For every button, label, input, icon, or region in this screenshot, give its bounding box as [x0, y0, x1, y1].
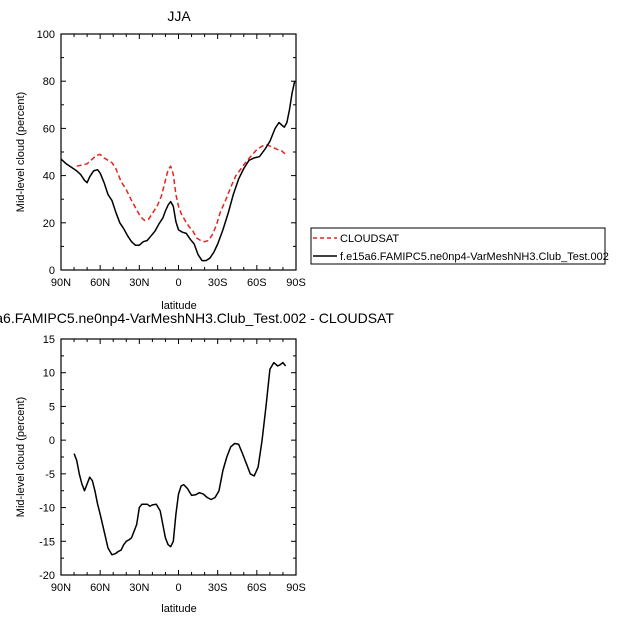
chart2-x-tick-label: 90S	[286, 582, 306, 594]
chart1-y-tick-label: 100	[37, 29, 55, 41]
chart2-y-tick-label: -5	[45, 469, 55, 481]
chart2-title: f.e15a6.FAMIPC5.ne0np4-VarMeshNH3.Club_T…	[0, 310, 394, 326]
chart2-y-tick-label: 15	[43, 334, 55, 346]
chart1-y-tick-label: 20	[43, 218, 55, 230]
chart1-x-tick-label: 60N	[90, 277, 110, 289]
chart1-title: JJA	[167, 8, 191, 24]
chart2-plot-frame	[60, 338, 297, 576]
chart1-x-tick-label: 60S	[247, 277, 267, 289]
chart1-y-tick-label: 60	[43, 123, 55, 135]
chart1-x-axis-label: latitude	[161, 300, 196, 312]
chart1-x-tick-label: 90N	[51, 277, 71, 289]
chart2-x-tick-label: 30S	[208, 582, 228, 594]
chart2-x-tick-label: 60S	[247, 582, 267, 594]
chart2-y-tick-label: 10	[43, 368, 55, 380]
chart2-series-line-0	[73, 361, 287, 556]
chart1-x-tick-label: 30N	[129, 277, 149, 289]
chart2-x-tick-label: 60N	[90, 582, 110, 594]
chart2-x-tick-label: 30N	[129, 582, 149, 594]
chart1-x-tick-label: 0	[175, 277, 181, 289]
top-chart: 90N 60N 30N 0 30S 60S 90S 0 20 40 60 80 100	[37, 29, 306, 289]
chart2-x-tick-label: 90N	[51, 582, 71, 594]
chart1-y-tick-label: 40	[43, 171, 55, 183]
legend-label-cloudsat: CLOUDSAT	[340, 233, 399, 245]
legend-label-model: f.e15a6.FAMIPC5.ne0np4-VarMeshNH3.Club_T…	[340, 251, 609, 263]
chart1-series-line-0	[76, 144, 287, 243]
chart1-y-tick-label: 0	[49, 265, 55, 277]
chart1-series-line-1	[60, 81, 296, 262]
chart2-y-tick-label: -20	[39, 570, 55, 582]
chart1-legend-box	[310, 227, 606, 265]
chart2-y-tick-label: 5	[49, 401, 55, 413]
chart2-y-tick-label: 0	[49, 435, 55, 447]
chart2-x-tick-label: 0	[175, 582, 181, 594]
chart1-legend: CLOUDSAT f.e15a6.FAMIPC5.ne0np4-VarMeshN…	[310, 227, 609, 265]
bottom-chart: 90N 60N 30N 0 30S 60S 90S -20 -15 -10 -5 0 5 10 15	[39, 334, 306, 594]
chart1-plot-frame	[60, 33, 297, 271]
chart1-x-tick-label: 30S	[208, 277, 228, 289]
chart2-x-axis-label: latitude	[161, 603, 196, 615]
chart1-x-tick-label: 90S	[286, 277, 306, 289]
chart1-y-axis-label: Mid-level cloud (percent)	[15, 92, 27, 212]
chart2-y-axis-label: Mid-level cloud (percent)	[15, 397, 27, 517]
chart2-y-tick-label: -15	[39, 536, 55, 548]
chart2-y-tick-label: -10	[39, 503, 55, 515]
chart1-y-tick-label: 80	[43, 76, 55, 88]
